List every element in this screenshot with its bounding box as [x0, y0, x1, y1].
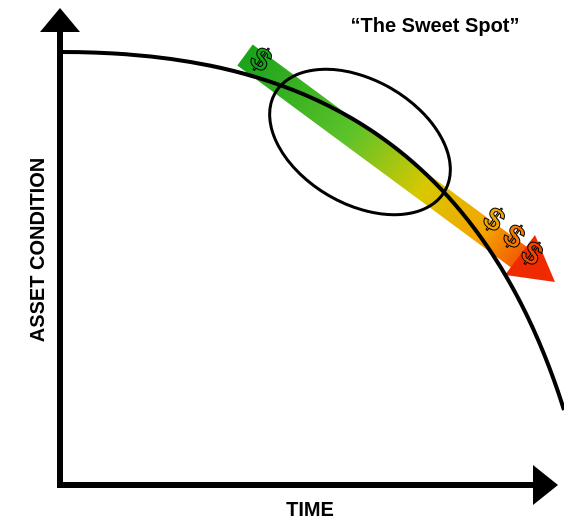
diagram: “The Sweet Spot” ASSET CONDITION TIME $ …	[0, 0, 564, 523]
y-axis-label: ASSET CONDITION	[27, 158, 49, 342]
x-axis-arrow	[533, 465, 558, 505]
title: “The Sweet Spot”	[351, 15, 520, 37]
y-axis-arrow	[40, 8, 80, 32]
x-axis-label: TIME	[286, 499, 334, 521]
